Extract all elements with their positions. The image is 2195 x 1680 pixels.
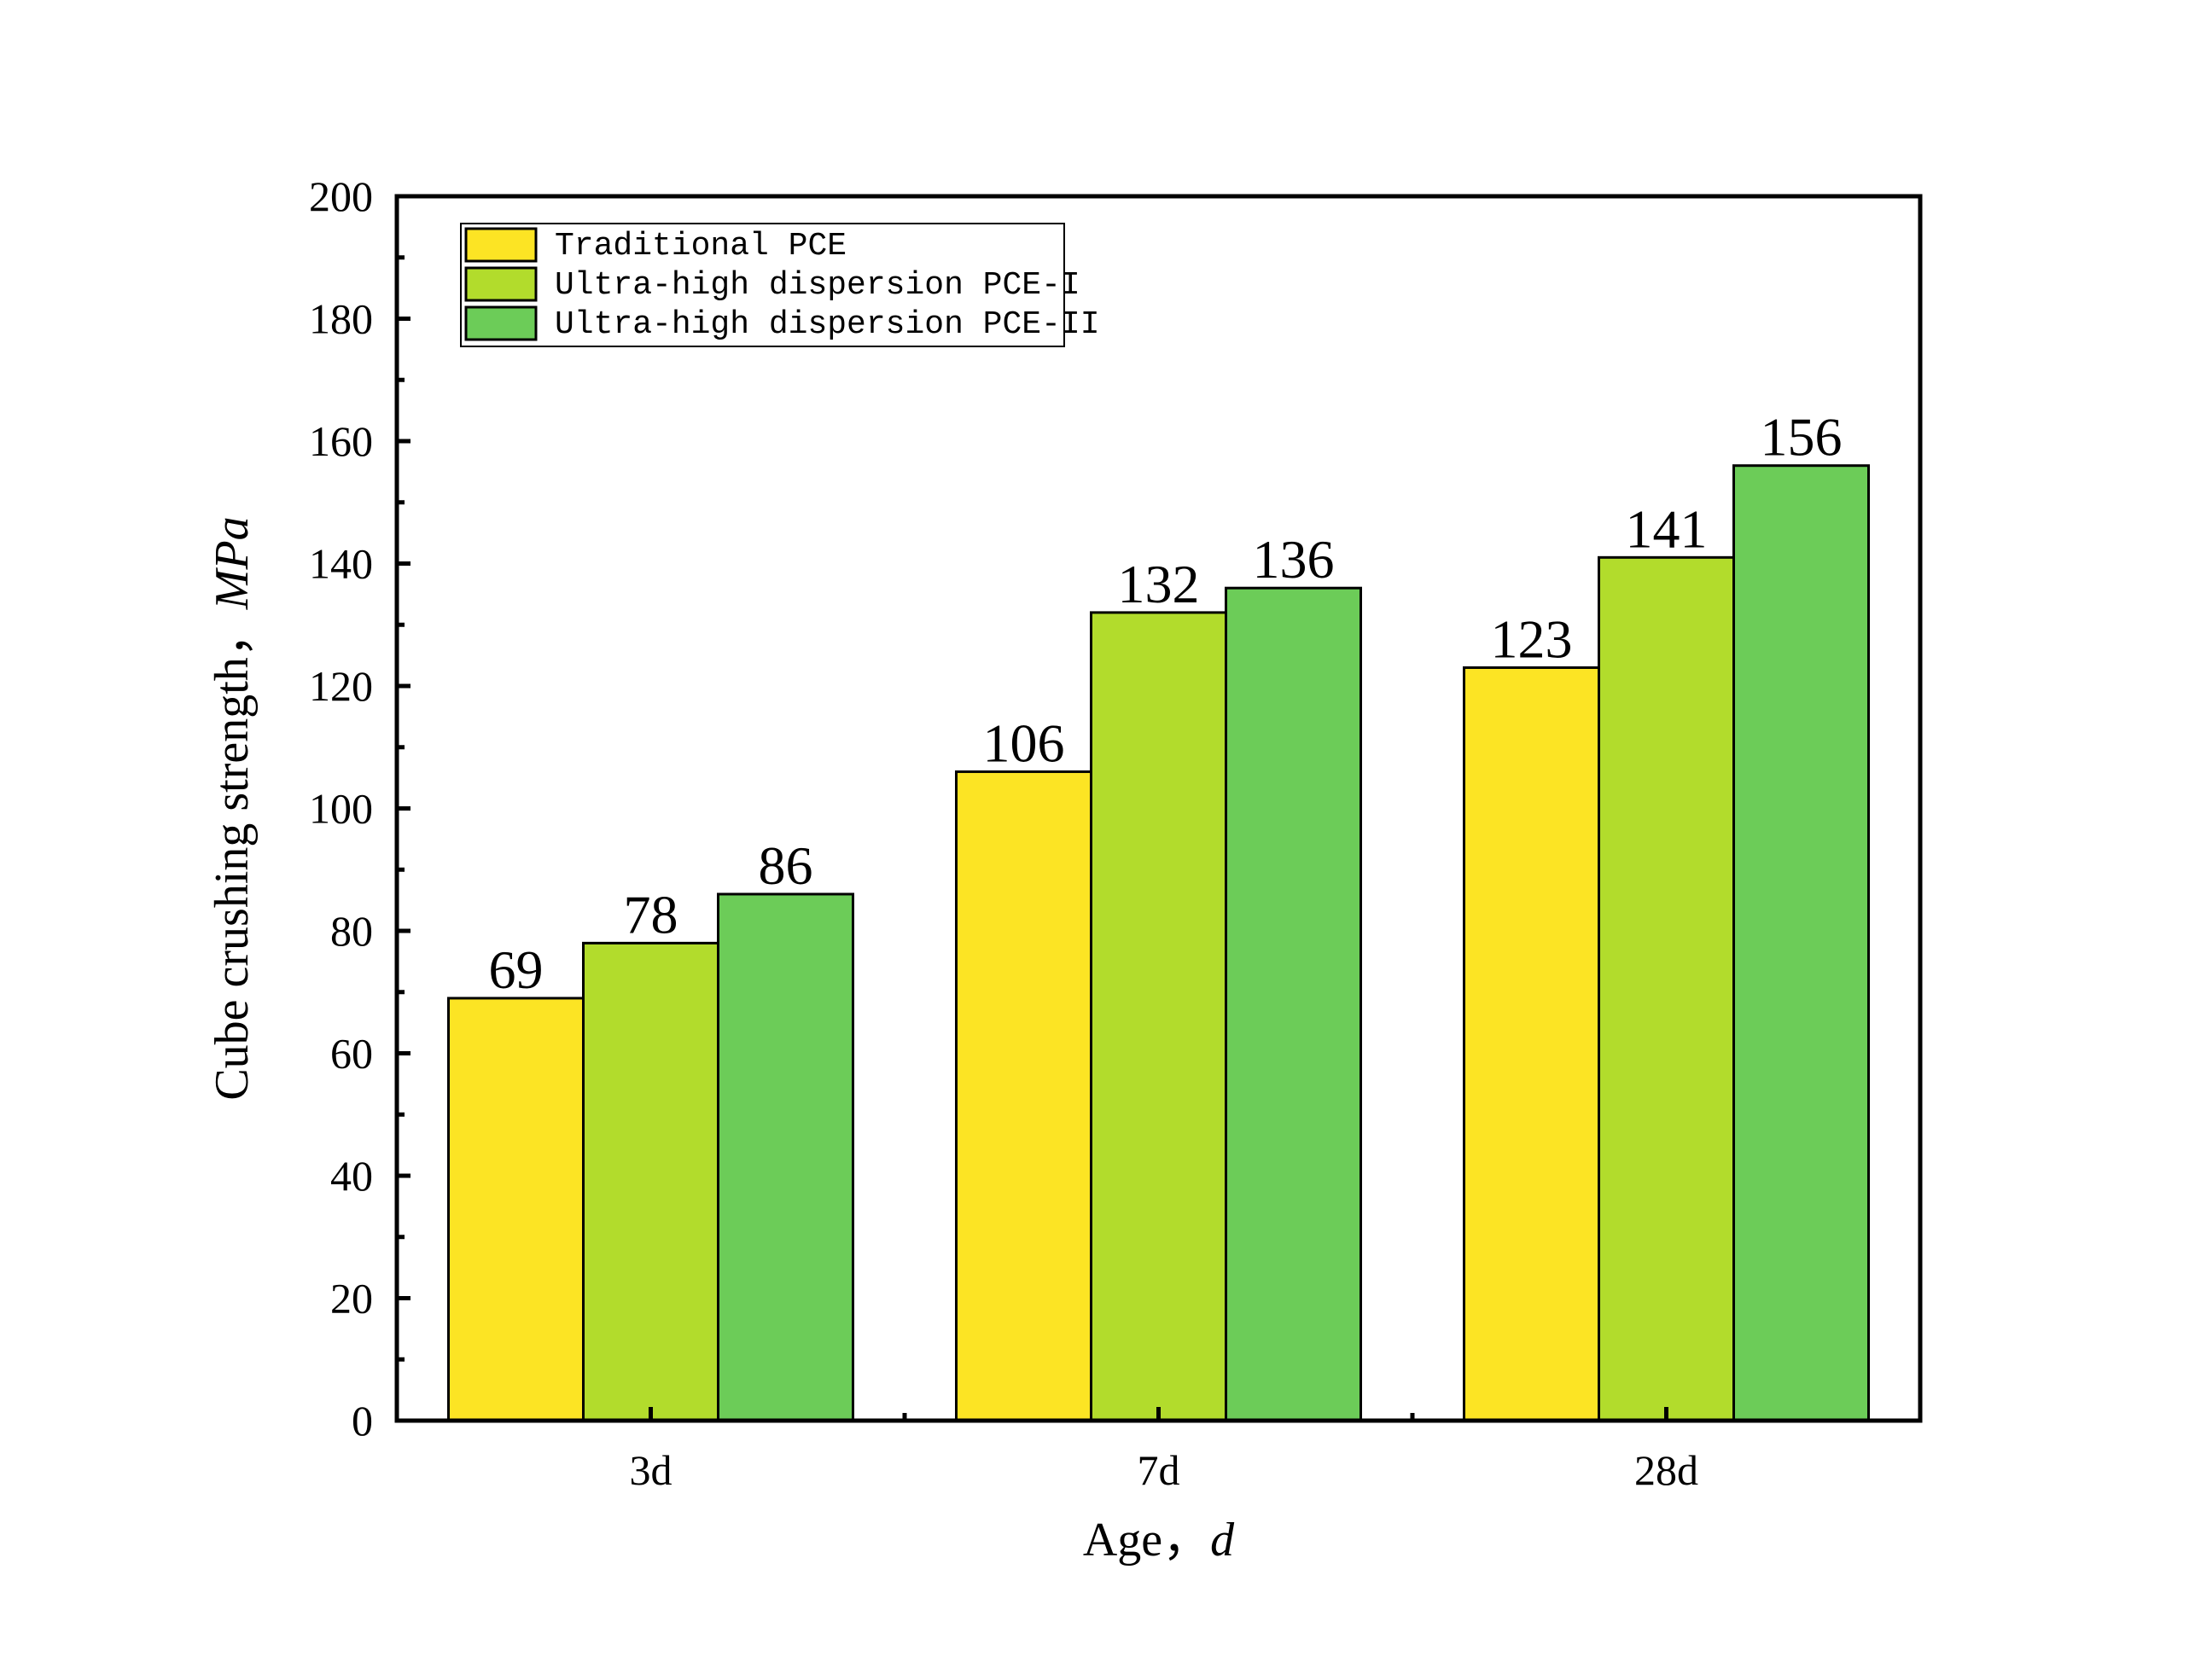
x-tick-label: 28d — [1634, 1446, 1698, 1494]
legend-swatch — [464, 266, 538, 302]
legend-swatch — [464, 305, 538, 341]
y-axis-title-text: Cube crushing strength， — [206, 609, 259, 1100]
x-axis-title-unit: d — [1210, 1514, 1235, 1567]
y-tick-label: 80 — [330, 907, 373, 955]
legend-label: Ultra-high dispersion PCE-I — [555, 267, 1080, 304]
y-tick-label: 0 — [352, 1397, 373, 1445]
legend-box — [460, 223, 1065, 347]
bar — [1225, 586, 1362, 1422]
y-tick-label: 200 — [309, 172, 373, 220]
y-tick-label: 140 — [309, 540, 373, 588]
legend-label: Ultra-high dispersion PCE-II — [555, 306, 1100, 343]
y-tick-label: 20 — [330, 1275, 373, 1322]
y-tick-label: 60 — [330, 1030, 373, 1078]
value-labels-layer: 69 78 86 106 132 136 123 141 156 — [489, 407, 1843, 1000]
y-tick-label: 100 — [309, 785, 373, 833]
y-tick-label: 120 — [309, 662, 373, 710]
y-tick-label: 40 — [330, 1152, 373, 1200]
bar — [1598, 555, 1735, 1422]
bar — [955, 770, 1092, 1422]
y-axis: 0 20 40 60 80 100 120 140 160 180 200 — [309, 172, 410, 1445]
data-label: 78 — [624, 884, 678, 945]
y-tick-label: 160 — [309, 417, 373, 465]
bar — [1463, 666, 1600, 1422]
bar — [1090, 611, 1227, 1422]
y-axis-title-unit: MPa — [206, 516, 259, 610]
x-axis-title: Age，d — [1083, 1514, 1235, 1567]
legend-swatch — [464, 227, 538, 263]
data-label: 86 — [759, 835, 813, 896]
legend-label: Traditional PCE — [555, 228, 847, 264]
y-tick-label: 180 — [309, 295, 373, 343]
data-label: 136 — [1253, 529, 1335, 590]
bar — [717, 892, 854, 1422]
x-axis: 3d 7d 28d — [630, 1407, 1698, 1494]
x-tick-label: 3d — [630, 1446, 672, 1494]
bar — [447, 997, 585, 1422]
data-label: 69 — [489, 939, 544, 1000]
x-tick-label: 7d — [1138, 1446, 1180, 1494]
bars-layer — [447, 464, 1870, 1422]
data-label: 106 — [983, 712, 1065, 773]
bar — [1732, 464, 1870, 1422]
data-label: 141 — [1626, 498, 1708, 559]
data-label: 132 — [1118, 554, 1200, 614]
y-axis-title: Cube crushing strength，MPa — [206, 516, 259, 1100]
bar — [582, 941, 719, 1422]
data-label: 123 — [1491, 608, 1573, 669]
x-axis-title-text: Age， — [1083, 1514, 1210, 1567]
data-label: 156 — [1761, 407, 1843, 468]
